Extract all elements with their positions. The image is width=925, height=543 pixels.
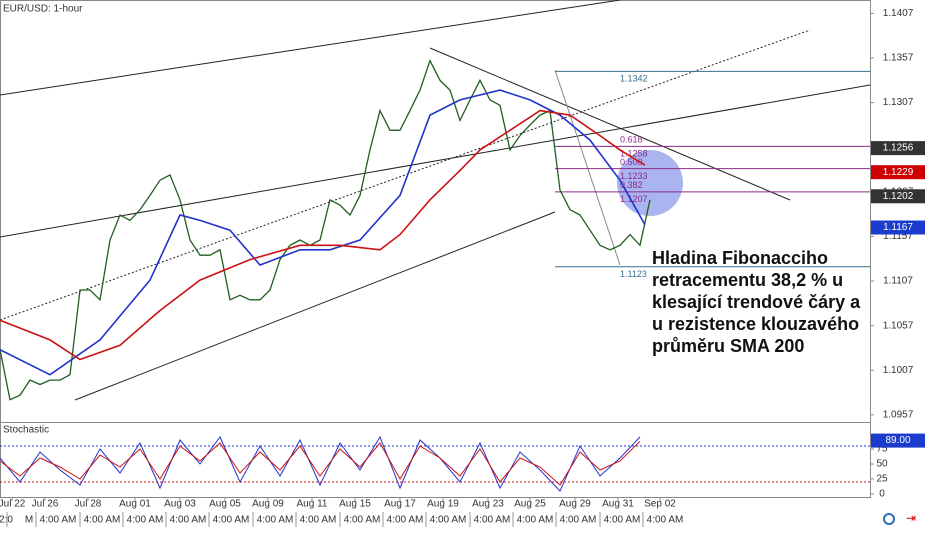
annotation-line: Hladina Fibonacciho: [652, 248, 828, 268]
price-line: [0, 59, 651, 401]
x-tick-label: Jul 28: [75, 499, 102, 510]
y-tick-label: 1.1407: [883, 8, 914, 19]
price-tag: [871, 141, 925, 156]
annotation-line: u rezistence klouzavého: [652, 314, 859, 334]
x-tick-label: Jul 26: [32, 499, 59, 510]
fib-price-label: 1.1342: [620, 74, 648, 84]
time-tick-label: 4:00 AM: [604, 515, 641, 526]
x-tick-label: Aug 29: [559, 499, 591, 510]
channel-mid: [0, 29, 811, 321]
x-tick-label: Aug 17: [384, 499, 416, 510]
time-tick-label: 4:00 AM: [40, 515, 77, 526]
stoch-frame: [0, 422, 871, 498]
fib-ratio-label: 0.382: [620, 180, 643, 190]
channel-line: [0, 84, 871, 238]
chart-title: EUR/USD: 1-hour: [3, 4, 83, 15]
fib-price-label: 1.1258: [620, 149, 648, 159]
x-tick-label: Sep 02: [644, 499, 676, 510]
price-tag-label: 1.1202: [883, 191, 914, 202]
stoch-tick-label: 50: [876, 459, 888, 470]
icon[interactable]: [883, 513, 895, 525]
stoch-line: [0, 440, 641, 486]
y-tick-label: 1.1357: [883, 53, 914, 64]
trend-lines: [0, 0, 871, 401]
time-tick-label: 4:00 AM: [213, 515, 250, 526]
nav-icons[interactable]: ⇥: [883, 511, 916, 525]
fib-price-label: 1.1207: [620, 194, 648, 204]
annotation-line: průměru SMA 200: [652, 336, 804, 356]
x-tick-label: Aug 23: [472, 499, 504, 510]
fib-price-label: 1.1233: [620, 171, 648, 181]
downtrend-line: [429, 47, 791, 201]
x-tick-label: Aug 01: [119, 499, 151, 510]
channel-bottom: [74, 211, 556, 401]
annotation-line: klesající trendové čáry a: [652, 292, 861, 312]
y-tick-label: 1.0957: [883, 410, 914, 421]
time-tick-label: 4:00 AM: [127, 515, 164, 526]
stoch-title: Stochastic: [3, 425, 49, 436]
time-tick-label: M: [25, 515, 33, 526]
y-tick-label: 1.1057: [883, 320, 914, 331]
x-tick-label: Aug 09: [252, 499, 284, 510]
y-tick-label: 1.1157: [883, 231, 913, 242]
time-tick-label: 4:00 AM: [387, 515, 424, 526]
fib-ratio-label: 0.500: [620, 157, 643, 167]
x-tick-label: Aug 03: [164, 499, 196, 510]
time-tick-label: 4:00 AM: [517, 515, 554, 526]
stoch-tick-label: 0: [879, 489, 885, 500]
stoch-tag-label: 89.00: [885, 435, 910, 446]
x-tick-label: Aug 19: [427, 499, 459, 510]
highlight-circle: [617, 150, 683, 216]
time-tick-label: 4:00 AM: [257, 515, 294, 526]
x-tick-label: Jul 22: [0, 499, 26, 510]
time-tick-label: 4:00 AM: [300, 515, 337, 526]
time-tick-label: 4:00 AM: [647, 515, 684, 526]
fib-diagonal: [554, 69, 621, 266]
time-tick-label: 4:00 AM: [430, 515, 467, 526]
time-tick-label: 4:00 AM: [474, 515, 511, 526]
price-tag: [871, 165, 925, 180]
time-tick-label: 4:00 AM: [84, 515, 121, 526]
stoch-tick-label: 25: [876, 474, 888, 485]
time-tick-label: 4:00 AM: [170, 515, 207, 526]
price-tag: [871, 189, 925, 204]
sma-line: [0, 109, 646, 361]
fib-price-label: 1.1123: [620, 269, 647, 279]
stoch-tag: [871, 433, 925, 448]
x-tick-label: Aug 25: [514, 499, 546, 510]
price-tag-label: 1.1256: [883, 143, 914, 154]
y-tick-label: 1.1007: [883, 365, 914, 376]
icon[interactable]: ⇥: [906, 511, 916, 525]
fib-ratio-label: 0.618: [620, 135, 643, 145]
x-tick-label: Aug 11: [297, 499, 328, 510]
price-tag-label: 1.1229: [883, 167, 914, 178]
annotation-line: retracementu 38,2 % u: [652, 270, 843, 290]
price-tag: [871, 220, 925, 235]
time-tick-label: 4:00 AM: [344, 515, 381, 526]
y-tick-label: 1.1307: [883, 97, 914, 108]
x-tick-label: Aug 05: [209, 499, 241, 510]
y-tick-label: 1.1107: [883, 276, 913, 287]
stoch-tick-label: 75: [876, 444, 888, 455]
price-tag-label: 1.1167: [883, 222, 913, 233]
channel-top: [0, 0, 621, 96]
annotation: Hladina Fibonacciho retracementu 38,2 % u…: [652, 248, 861, 356]
x-tick-label: Aug 31: [602, 499, 634, 510]
time-tick-label: 4:00 AM: [560, 515, 597, 526]
x-tick-label: Aug 15: [339, 499, 371, 510]
